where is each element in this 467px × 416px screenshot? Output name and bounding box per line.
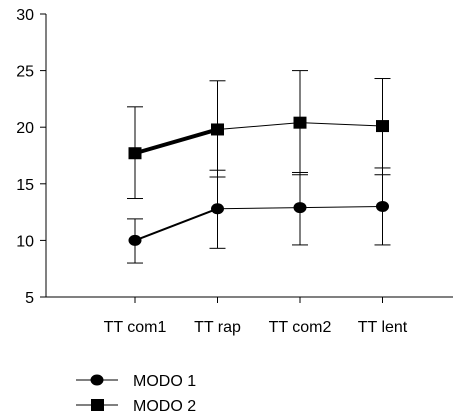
legend-item: MODO 1 — [76, 373, 196, 390]
data-point — [376, 120, 389, 133]
y-tick-label: 30 — [16, 7, 34, 24]
y-tick-label: 5 — [25, 290, 34, 307]
series-line-segment — [299, 205, 383, 209]
data-point — [293, 202, 307, 214]
legend-marker — [91, 399, 104, 411]
x-tick-label: TT com2 — [269, 319, 332, 336]
series-line-segment — [217, 122, 301, 130]
series-line-segment — [217, 207, 301, 210]
y-tick-label: 10 — [16, 233, 34, 250]
x-tick-label: TT lent — [358, 319, 408, 336]
x-tick-label: TT com1 — [104, 319, 167, 336]
x-ticks: TT com1 TT rap TT com2 TT lent — [104, 297, 408, 336]
series-line-segment — [299, 122, 383, 127]
x-tick-label: TT rap — [194, 319, 241, 336]
legend-item: MODO 2 — [76, 398, 196, 415]
series-1 — [127, 167, 391, 264]
y-tick-label: 25 — [16, 64, 34, 81]
y-tick-label: 15 — [16, 177, 34, 194]
legend-marker — [90, 374, 104, 386]
data-point — [376, 200, 389, 212]
y-ticks: 5 10 15 20 25 30 — [16, 7, 46, 307]
y-tick-label: 20 — [16, 120, 34, 137]
data-point — [128, 234, 142, 246]
legend: MODO 1 MODO 2 — [76, 373, 196, 415]
plot-area — [127, 70, 391, 264]
data-point — [211, 123, 224, 136]
data-point — [293, 116, 307, 129]
data-point — [211, 203, 224, 215]
legend-label: MODO 2 — [133, 398, 196, 415]
data-point — [128, 147, 142, 160]
series-line-segment — [134, 207, 218, 242]
series-line-segment — [134, 127, 219, 156]
series-2 — [127, 70, 391, 200]
legend-label: MODO 1 — [133, 373, 196, 390]
axes — [45, 14, 453, 298]
